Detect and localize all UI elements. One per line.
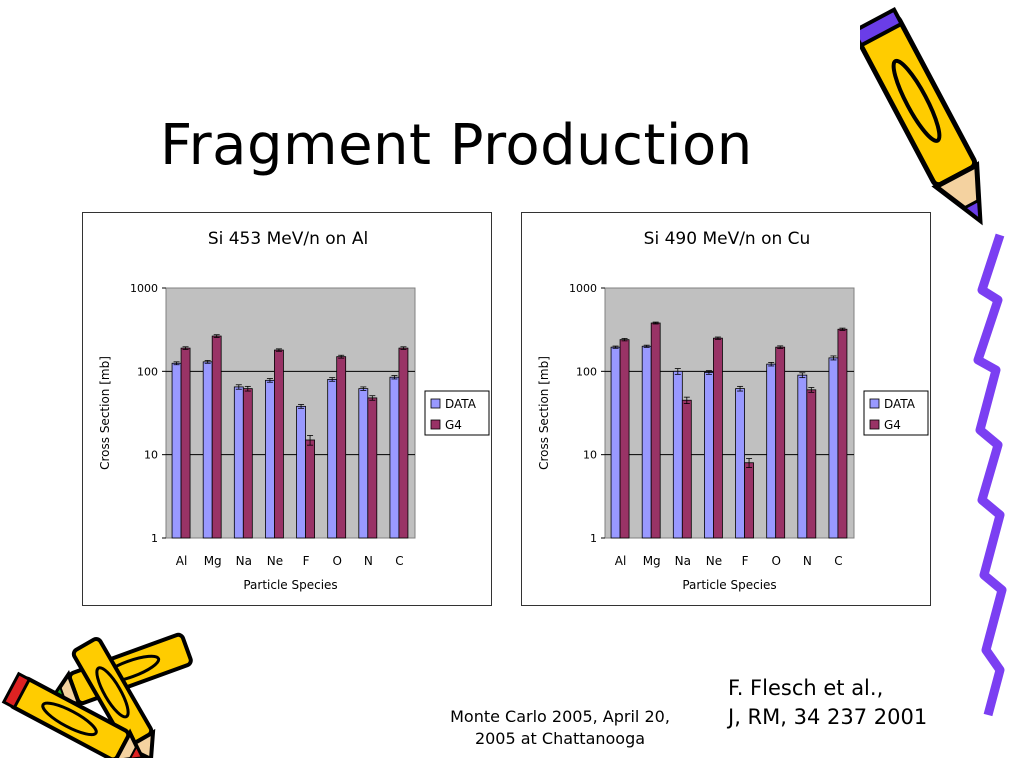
x-tick-label: Na <box>236 554 252 568</box>
bar-data-c <box>389 376 400 539</box>
x-axis-label: Particle Species <box>243 578 337 592</box>
bar-data-o <box>327 379 338 539</box>
bar-data-na <box>233 386 244 539</box>
bar-data-na <box>672 370 683 539</box>
y-tick-label: 1 <box>151 532 158 545</box>
legend-label: G4 <box>884 418 901 432</box>
ribbon-icon <box>973 233 1007 717</box>
x-tick-label: O <box>771 554 780 568</box>
legend-swatch <box>869 419 880 430</box>
citation-line: J, RM, 34 237 2001 <box>728 705 928 729</box>
citation: F. Flesch et al., J, RM, 34 237 2001 <box>728 674 927 732</box>
x-tick-label: Ne <box>706 554 722 568</box>
x-tick-label: Al <box>176 554 188 568</box>
chart-title: Si 490 MeV/n on Cu <box>643 229 811 249</box>
bar-data-f <box>735 388 745 539</box>
x-tick-label: Na <box>675 554 691 568</box>
footer-line: Monte Carlo 2005, April 20, <box>450 707 670 726</box>
bar-data-c <box>828 357 839 539</box>
x-tick-label: Mg <box>204 554 222 568</box>
bar-g4-n <box>367 397 378 539</box>
legend-swatch <box>430 419 441 430</box>
bar-data-mg <box>641 345 652 539</box>
bar-data-al <box>171 362 182 539</box>
bar-g4-f <box>744 462 754 539</box>
bar-g4-o <box>336 356 347 539</box>
bar-g4-o <box>775 346 786 539</box>
chart-panel-cu: Si 490 MeV/n on Cu 1 10 100 1000 Al Mg Na Ne F O N… <box>521 212 931 606</box>
bar-data-ne <box>265 379 275 539</box>
bar-g4-al <box>180 347 191 539</box>
y-axis-label: Cross Section [mb] <box>537 356 551 470</box>
slide-title: Fragment Production <box>160 113 753 178</box>
bar-g4-c <box>837 328 848 539</box>
x-tick-label: Mg <box>643 554 661 568</box>
x-axis-label: Particle Species <box>682 578 776 592</box>
legend-label: DATA <box>445 397 477 411</box>
legend-label: G4 <box>445 418 462 432</box>
x-tick-label: O <box>332 554 341 568</box>
chart-si-453-on-al: 1 10 100 1000 Al Mg Na Ne F O N C Particle Species Cr… <box>98 282 490 592</box>
x-tick-label: C <box>834 554 842 568</box>
bar-g4-mg <box>650 322 661 539</box>
crayons-icon <box>1 632 193 758</box>
x-tick-label: C <box>395 554 403 568</box>
legend-swatch <box>869 398 880 409</box>
legend-label: DATA <box>884 397 916 411</box>
bar-g4-f <box>305 439 315 539</box>
chart-panel-al: Si 453 MeV/n on Al 1 10 100 1000 Al Mg Na Ne F O N… <box>82 212 492 606</box>
legend-swatch <box>430 398 441 409</box>
x-tick-label: F <box>742 554 749 568</box>
bar-data-n <box>358 388 369 539</box>
y-tick-label: 10 <box>583 449 597 462</box>
x-tick-label: F <box>303 554 310 568</box>
y-tick-label: 10 <box>144 449 158 462</box>
bar-data-al <box>610 346 621 539</box>
bar-data-mg <box>202 361 213 539</box>
bar-g4-ne <box>713 337 723 539</box>
bar-g4-c <box>398 347 409 539</box>
bar-g4-na <box>681 399 692 539</box>
chart-title: Si 453 MeV/n on Al <box>207 229 369 249</box>
bar-g4-mg <box>211 335 222 539</box>
x-tick-label: N <box>364 554 373 568</box>
citation-line: F. Flesch et al., <box>728 676 884 700</box>
y-tick-label: 1 <box>590 532 597 545</box>
bar-data-f <box>296 405 306 539</box>
bar-data-n <box>797 374 808 539</box>
x-tick-label: Al <box>615 554 627 568</box>
bar-g4-na <box>242 388 253 539</box>
bar-g4-n <box>806 389 817 539</box>
x-tick-label: N <box>803 554 812 568</box>
chart-si-490-on-cu: 1 10 100 1000 Al Mg Na Ne F O N C Particle Species Cr… <box>537 282 929 592</box>
y-tick-label: 100 <box>576 365 597 378</box>
bar-g4-al <box>619 339 630 539</box>
footer: Monte Carlo 2005, April 20, 2005 at Chat… <box>420 706 700 750</box>
bar-data-ne <box>704 372 714 539</box>
bar-data-o <box>766 363 777 539</box>
pencil-icon <box>860 7 983 226</box>
y-tick-label: 1000 <box>569 282 597 295</box>
y-axis-label: Cross Section [mb] <box>98 356 112 470</box>
y-tick-label: 100 <box>137 365 158 378</box>
bar-g4-ne <box>274 349 284 539</box>
y-tick-label: 1000 <box>130 282 158 295</box>
x-tick-label: Ne <box>267 554 283 568</box>
footer-line: 2005 at Chattanooga <box>474 729 646 748</box>
